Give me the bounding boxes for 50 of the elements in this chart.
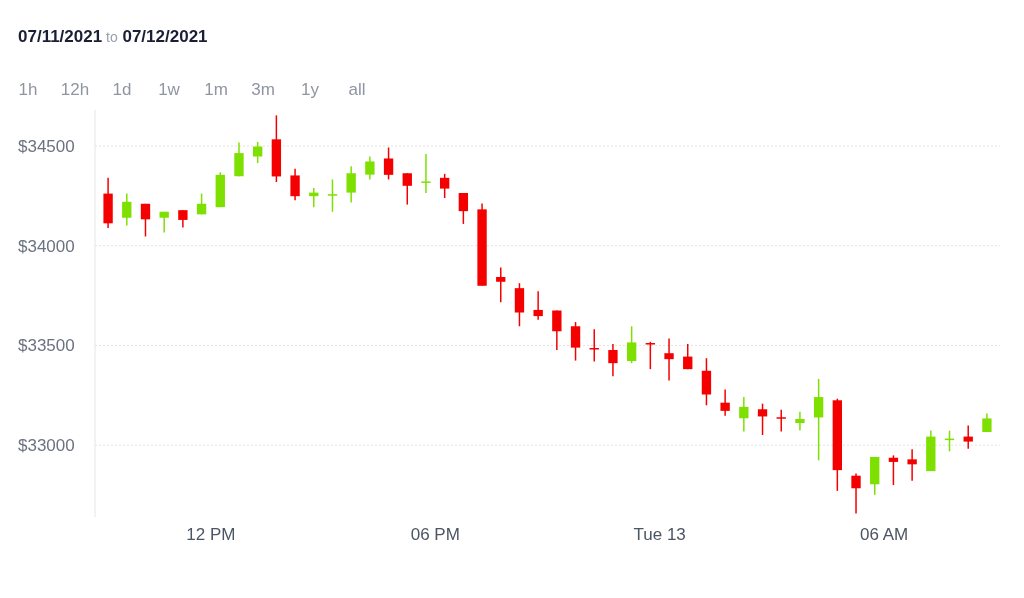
chart-title: 07/11/2021 to 07/12/2021 <box>18 27 208 46</box>
candlestick <box>888 454 899 486</box>
candlestick <box>626 325 637 364</box>
candlestick <box>851 472 861 515</box>
candlestick <box>346 165 356 204</box>
y-tick-label: $33500 <box>18 336 75 356</box>
text: 1d <box>112 80 132 99</box>
candlestick <box>776 409 786 433</box>
y-tick-label: $34000 <box>18 236 75 256</box>
candlestick <box>122 192 132 227</box>
candlestick <box>589 328 599 363</box>
candlestick <box>739 396 749 433</box>
text: 1h <box>18 80 38 99</box>
text: 12h <box>60 80 90 99</box>
text: 1w <box>158 80 181 99</box>
candlestick <box>365 155 375 181</box>
candlestick <box>290 168 300 201</box>
candlestick <box>383 146 394 181</box>
x-tick-label: 06 PM <box>410 525 460 544</box>
candlestick <box>720 388 730 417</box>
candlestick <box>795 411 805 432</box>
candlestick <box>533 290 543 321</box>
text: 3m <box>251 80 275 99</box>
candlestick <box>234 141 244 177</box>
candlestick <box>496 266 506 304</box>
candlestick <box>907 448 917 482</box>
y-tick-label: $34500 <box>18 136 75 156</box>
text: all <box>348 80 366 99</box>
y-tick-label: $33000 <box>18 436 75 456</box>
candlestick <box>439 173 450 199</box>
candlestick <box>664 337 674 382</box>
candlestick <box>608 343 618 378</box>
candlestick <box>757 402 768 436</box>
x-tick-label: Tue 13 <box>633 525 686 544</box>
candlestick <box>645 341 656 370</box>
candlestick <box>963 424 973 450</box>
candlestick <box>421 153 431 194</box>
candlestick <box>701 357 712 407</box>
candlestick <box>458 192 469 225</box>
candlestick <box>327 178 338 213</box>
text: 1y <box>301 80 320 99</box>
candlestick <box>683 343 693 370</box>
x-tick-label: 06 AM <box>859 525 909 544</box>
candlestick <box>813 378 824 462</box>
x-tick-label: 12 PM <box>186 525 236 544</box>
candlestick <box>552 309 562 351</box>
candlestick <box>140 203 151 238</box>
candlestick <box>402 172 412 206</box>
candlestick <box>570 321 581 362</box>
text: 1m <box>204 80 228 99</box>
